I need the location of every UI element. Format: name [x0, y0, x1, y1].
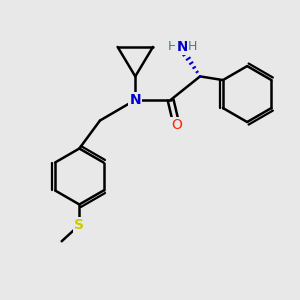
Text: N: N	[177, 40, 188, 54]
Text: N: N	[130, 93, 141, 107]
Text: S: S	[74, 218, 84, 232]
Text: H: H	[167, 40, 177, 53]
Text: H: H	[188, 40, 197, 53]
Text: O: O	[171, 118, 182, 132]
